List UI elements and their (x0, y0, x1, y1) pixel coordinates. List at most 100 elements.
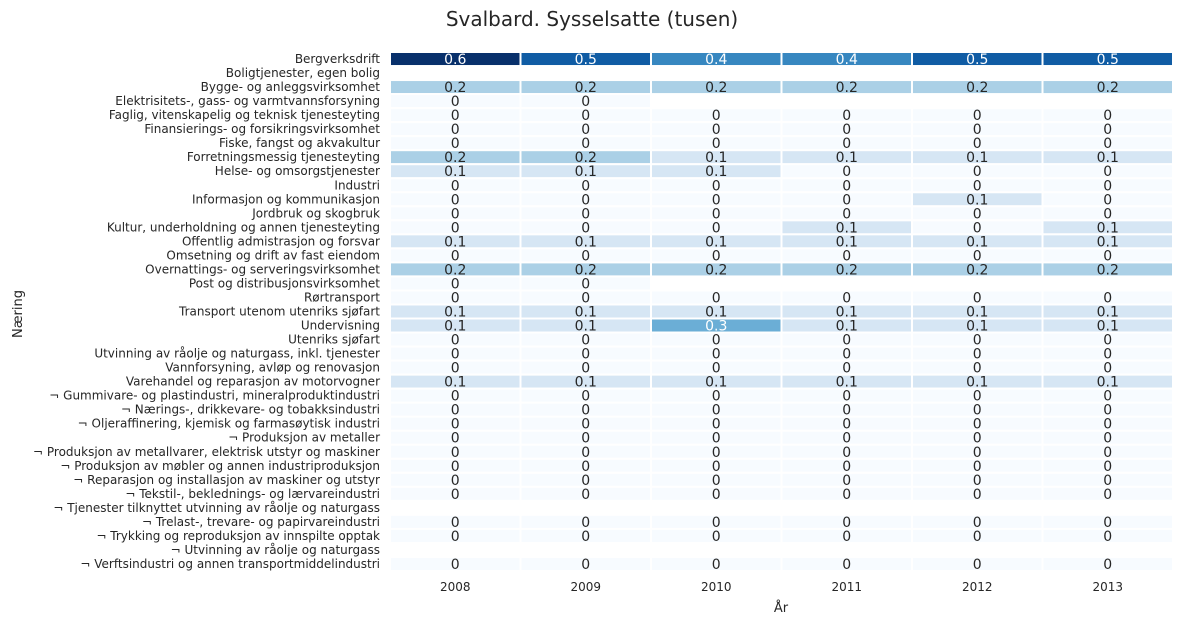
cell-value-label: 0 (581, 361, 590, 377)
cell-value-label: 0 (1103, 108, 1112, 124)
cell-value-label: 0 (581, 108, 590, 124)
cell-value-label: 0 (973, 136, 982, 152)
cell-value-label: 0 (973, 417, 982, 433)
cell-value-label: 0 (581, 94, 590, 110)
y-tick-label: ¬ Trykking og reproduksjon av innspilte … (96, 529, 380, 543)
cell-value-label: 0.1 (836, 305, 858, 321)
cell-value-label: 0 (581, 487, 590, 503)
cell-value-label: 0.5 (966, 52, 988, 68)
cell-value-label: 0 (581, 136, 590, 152)
cell-value-label: 0 (581, 178, 590, 194)
cell-value-label: 0 (1103, 248, 1112, 264)
cell-value-label: 0.2 (575, 150, 597, 166)
cell-value-label: 0.4 (705, 52, 727, 68)
y-tick-label: Varehandel og reparasjon av motorvogner (126, 375, 380, 389)
cell-value-label: 0 (451, 276, 460, 292)
cell-value-label: 0.1 (1097, 375, 1119, 391)
cell-value-label: 0 (1103, 473, 1112, 489)
cell-value-label: 0 (973, 206, 982, 222)
y-tick-label: Fiske, fangst og akvakultur (219, 136, 380, 150)
y-tick-label: Rørtransport (304, 290, 380, 304)
cell-value-label: 0 (973, 445, 982, 461)
cell-value-label: 0 (451, 206, 460, 222)
cell-value-label: 0 (581, 122, 590, 138)
cell-value-label: 0 (1103, 417, 1112, 433)
cell-value-label: 0 (712, 122, 721, 138)
x-tick-label: 2009 (570, 580, 601, 594)
cell-value-label: 0.2 (836, 262, 858, 278)
cell-value-label: 0 (973, 178, 982, 194)
cell-value-label: 0 (581, 445, 590, 461)
y-tick-label: ¬ Gummivare- og plastindustri, mineralpr… (49, 389, 380, 403)
cell-value-label: 0 (973, 164, 982, 180)
cell-value-label: 0.1 (575, 234, 597, 250)
cell-value-label: 0.3 (705, 319, 727, 335)
cell-value-label: 0 (581, 557, 590, 573)
cell-value-label: 0 (581, 403, 590, 419)
y-tick-label: Elektrisitets-, gass- og varmtvannsforsy… (115, 94, 380, 108)
cell-value-label: 0 (973, 389, 982, 405)
cell-value-label: 0 (842, 347, 851, 363)
cell-value-label: 0 (1103, 487, 1112, 503)
cell-value-label: 0 (581, 389, 590, 405)
cell-value-label: 0 (973, 515, 982, 531)
cell-value-label: 0.1 (575, 375, 597, 391)
cell-value-label: 0 (712, 347, 721, 363)
cell-value-label: 0 (451, 557, 460, 573)
cell-value-label: 0 (973, 431, 982, 447)
cell-value-label: 0 (973, 529, 982, 545)
cell-value-label: 0 (451, 417, 460, 433)
cell-value-label: 0 (581, 248, 590, 264)
cell-value-label: 0 (1103, 347, 1112, 363)
cell-value-label: 0 (712, 487, 721, 503)
cell-value-label: 0 (973, 459, 982, 475)
cell-value-label: 0 (842, 473, 851, 489)
cell-value-label: 0 (973, 473, 982, 489)
y-tick-label: ¬ Produksjon av metallvarer, elektrisk u… (33, 445, 380, 459)
cell-value-label: 0 (842, 178, 851, 194)
cell-value-label: 0 (451, 459, 460, 475)
y-tick-label: Transport utenom utenriks sjøfart (178, 305, 380, 319)
cell-value-label: 0 (712, 178, 721, 194)
cell-value-label: 0 (842, 529, 851, 545)
cell-value-label: 0 (451, 290, 460, 306)
cell-value-label: 0 (842, 136, 851, 152)
y-tick-label: Omsetning og drift av fast eiendom (166, 248, 380, 262)
y-tick-label: Informasjon og kommunikasjon (192, 192, 380, 206)
cell-value-label: 0.1 (575, 164, 597, 180)
cell-value-label: 0.1 (966, 150, 988, 166)
cell-value-label: 0 (842, 487, 851, 503)
y-axis-label: Næring (11, 290, 26, 338)
cell-value-label: 0.2 (575, 80, 597, 96)
cell-value-label: 0 (451, 515, 460, 531)
cell-value-label: 0.2 (575, 262, 597, 278)
cell-value-label: 0 (842, 445, 851, 461)
cell-value-label: 0.1 (444, 375, 466, 391)
x-axis-label: År (774, 600, 789, 616)
cell-value-label: 0 (1103, 136, 1112, 152)
cell-value-label: 0 (712, 445, 721, 461)
cell-value-label: 0 (581, 347, 590, 363)
cell-value-label: 0 (451, 178, 460, 194)
cell-value-label: 0 (842, 248, 851, 264)
y-tick-label: ¬ Trelast-, trevare- og papirvareindustr… (142, 515, 380, 529)
cell-value-label: 0 (842, 417, 851, 433)
cell-value-label: 0.1 (575, 319, 597, 335)
cell-value-label: 0.1 (966, 234, 988, 250)
cell-value-label: 0 (973, 220, 982, 236)
y-tick-label: ¬ Nærings-, drikkevare- og tobakksindust… (121, 403, 380, 417)
cell-value-label: 0 (451, 220, 460, 236)
heatmap-cell (1041, 485, 1174, 502)
cell-value-label: 0.1 (836, 234, 858, 250)
heatmap-cell (1041, 527, 1174, 544)
cell-value-label: 0 (1103, 431, 1112, 447)
heatmap-cell (1041, 261, 1174, 278)
cell-value-label: 0 (1103, 389, 1112, 405)
cell-value-label: 0 (581, 431, 590, 447)
cell-value-label: 0 (712, 192, 721, 208)
cell-value-label: 0.1 (1097, 150, 1119, 166)
cell-value-label: 0 (1103, 206, 1112, 222)
heatmap-cells: 0.6 0.5 0.4 0.4 0.5 0.50.2 0.2 0.2 0.2 0.2 0.20 00 0… (389, 51, 1174, 573)
heatmap-cell (1041, 51, 1174, 68)
